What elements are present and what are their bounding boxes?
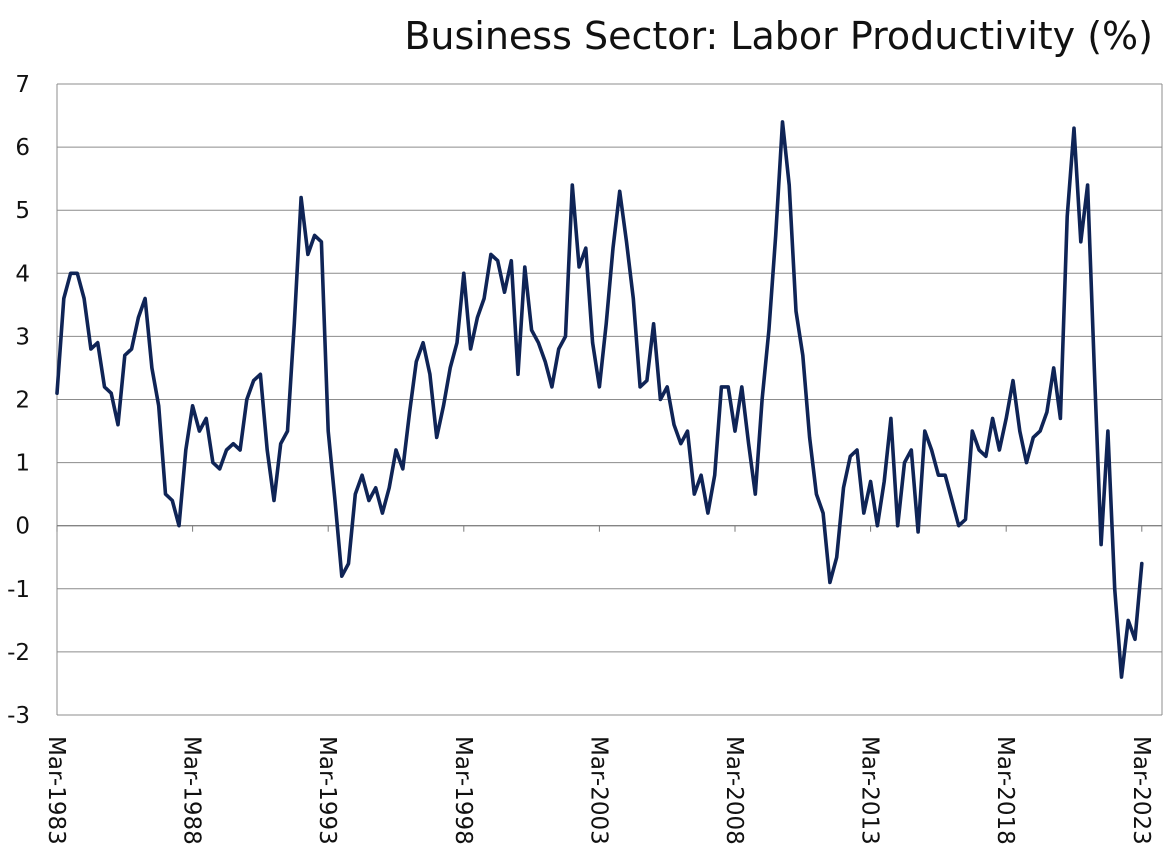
- chart-title: Business Sector: Labor Productivity (%): [404, 14, 1153, 58]
- y-tick-label: 7: [15, 72, 30, 98]
- x-axis-tick-labels: Mar-1983 Mar-1988 Mar-1993 Mar-1998 Mar-2003…: [43, 736, 1154, 845]
- y-tick-label: 1: [15, 451, 30, 477]
- y-tick-label: 6: [15, 135, 30, 161]
- x-tick-label: Mar-2023: [1128, 736, 1154, 845]
- x-tick-label: Mar-1988: [179, 736, 205, 845]
- axes: [56, 84, 1163, 715]
- y-tick-label: 5: [15, 198, 30, 224]
- y-tick-label: -2: [7, 640, 30, 666]
- x-tick-label: Mar-2003: [585, 736, 611, 845]
- y-tick-label: -1: [7, 577, 30, 603]
- gridlines: [57, 83, 1162, 716]
- y-tick-label: 0: [15, 514, 30, 540]
- x-tick-label: Mar-1993: [314, 736, 340, 845]
- x-tick-label: Mar-1998: [450, 736, 476, 845]
- x-tick-label: Mar-2013: [857, 736, 883, 845]
- y-tick-label: -3: [7, 703, 30, 729]
- x-tick-label: Mar-2008: [721, 736, 747, 845]
- series-group: [55, 120, 1144, 679]
- y-tick-label: 2: [15, 388, 30, 414]
- y-tick-label: 3: [15, 324, 30, 350]
- y-axis-tick-labels: 7 6 5 4 3 2 1 0 -1 -2 -3: [7, 72, 30, 729]
- y-tick-label: 4: [15, 261, 30, 287]
- x-tick-label: Mar-2018: [992, 736, 1018, 845]
- series-line-labor-productivity: [55, 120, 1144, 679]
- x-tick-label: Mar-1983: [43, 736, 69, 845]
